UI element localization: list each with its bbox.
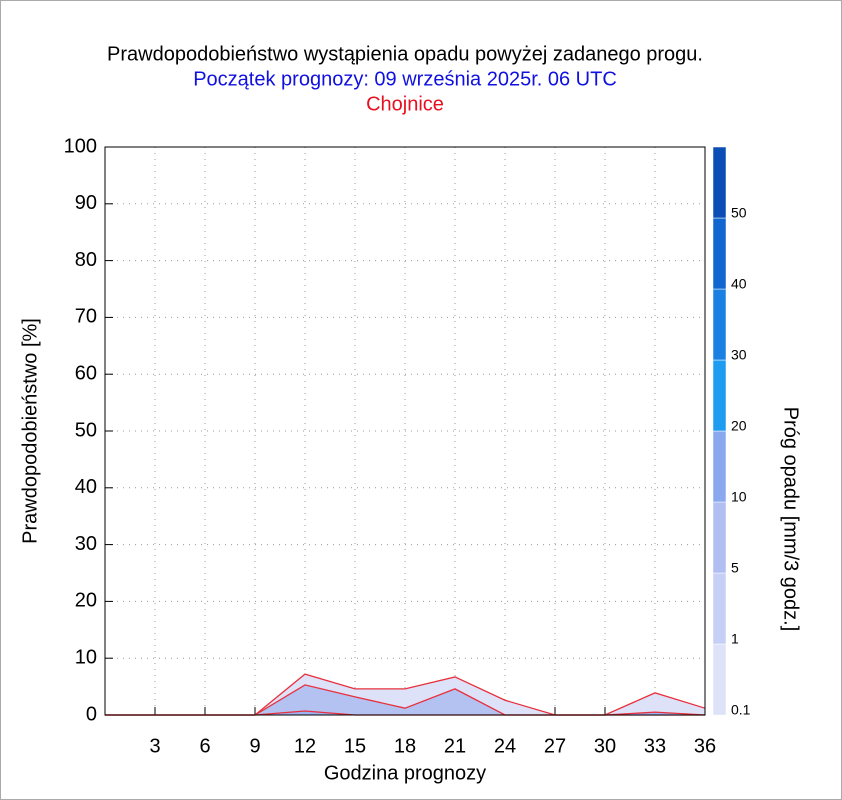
- y-tick-label: 90: [75, 192, 97, 214]
- y-tick-label: 0: [86, 703, 97, 725]
- x-tick-label: 36: [694, 735, 716, 757]
- x-tick-label: 33: [644, 735, 666, 757]
- x-tick-label: 9: [249, 735, 260, 757]
- colorbar-segment: [712, 430, 727, 503]
- y-tick-label: 70: [75, 306, 97, 328]
- y-tick-label: 20: [75, 590, 97, 612]
- colorbar-segment: [712, 643, 727, 716]
- y-tick-label: 50: [75, 419, 97, 441]
- colorbar-label: 1: [731, 631, 739, 647]
- colorbar-label: 20: [731, 418, 747, 434]
- x-tick-label: 24: [494, 735, 516, 757]
- x-tick-label: 18: [394, 735, 416, 757]
- colorbar-label: 50: [731, 205, 747, 221]
- colorbar-label: 0.1: [731, 702, 751, 718]
- y-tick-label: 30: [75, 533, 97, 555]
- x-tick-label: 27: [544, 735, 566, 757]
- y-tick-label: 60: [75, 362, 97, 384]
- colorbar-title: Próg opadu [mm/3 godz.]: [780, 407, 802, 632]
- y-tick-label: 10: [75, 646, 97, 668]
- x-tick-label: 3: [149, 735, 160, 757]
- area: [105, 684, 705, 715]
- x-axis-title: Godzina prognozy: [324, 762, 486, 784]
- colorbar-segment: [712, 572, 727, 645]
- x-tick-label: 15: [344, 735, 366, 757]
- x-tick-label: 30: [594, 735, 616, 757]
- x-tick-label: 6: [199, 735, 210, 757]
- chart-title: Prawdopodobieństwo wystąpienia opadu pow…: [107, 43, 703, 65]
- colorbar-segment: [712, 288, 727, 361]
- colorbar-label: 10: [731, 489, 747, 505]
- plot-frame: [104, 146, 706, 716]
- x-tick-label: 12: [294, 735, 316, 757]
- chart-subtitle: Początek prognozy: 09 września 2025r. 06…: [193, 68, 617, 90]
- colorbar-segment: [712, 501, 727, 574]
- y-tick-label: 80: [75, 249, 97, 271]
- y-tick-label: 100: [64, 135, 97, 157]
- colorbar-label: 30: [731, 347, 747, 363]
- y-tick-label: 40: [75, 476, 97, 498]
- colorbar-segment: [712, 359, 727, 432]
- colorbar-segment: [712, 146, 727, 219]
- colorbar-segment: [712, 217, 727, 290]
- location: Chojnice: [366, 93, 444, 115]
- colorbar-label: 40: [731, 276, 747, 292]
- y-axis-title: Prawdopodobieństwo [%]: [19, 318, 41, 544]
- x-tick-label: 21: [444, 735, 466, 757]
- colorbar-label: 5: [731, 560, 739, 576]
- area: [105, 674, 705, 715]
